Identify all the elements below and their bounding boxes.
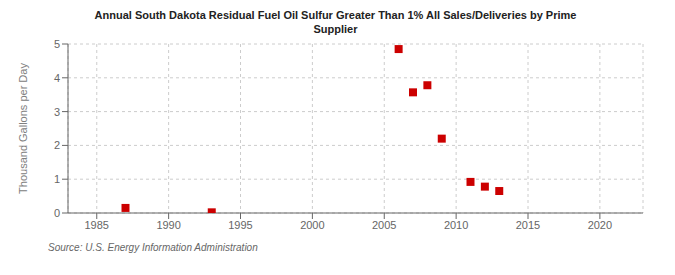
svg-text:2015: 2015 [516,219,540,231]
svg-text:2000: 2000 [300,219,324,231]
svg-text:5: 5 [54,38,60,50]
svg-text:1990: 1990 [156,219,180,231]
svg-text:2020: 2020 [588,219,612,231]
svg-text:2: 2 [54,139,60,151]
svg-text:2005: 2005 [372,219,396,231]
svg-text:1: 1 [54,173,60,185]
svg-text:4: 4 [54,72,60,84]
html-text:Source: U.S. Energy Informatio: Source: U.S. Energy Information Administ… [48,242,258,253]
svg-text:2010: 2010 [444,219,468,231]
html-text:Supplier: Supplier [313,23,358,35]
svg-text:0: 0 [54,207,60,219]
svg-text:1995: 1995 [228,219,252,231]
svg-text:Thousand Gallons per Day: Thousand Gallons per Day [17,63,29,194]
svg-text:1985: 1985 [85,219,109,231]
html-text:Annual South Dakota Residual F: Annual South Dakota Residual Fuel Oil Su… [94,9,577,21]
svg-text:3: 3 [54,106,60,118]
